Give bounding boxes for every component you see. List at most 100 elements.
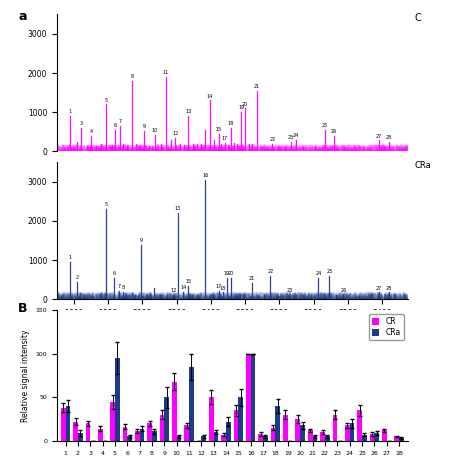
Bar	[263, 437, 268, 441]
Bar	[135, 431, 140, 441]
Bar	[184, 425, 189, 441]
Text: 25: 25	[322, 123, 328, 128]
Text: a: a	[18, 10, 27, 23]
Bar	[123, 427, 128, 441]
Bar	[275, 406, 280, 441]
Bar	[234, 410, 238, 441]
Bar	[65, 406, 70, 441]
Text: 28: 28	[386, 135, 392, 140]
Bar	[209, 397, 214, 441]
Text: 11: 11	[163, 70, 169, 75]
Bar	[152, 431, 157, 441]
Text: 2: 2	[76, 275, 79, 280]
Text: B: B	[18, 302, 28, 315]
Bar	[399, 438, 404, 441]
Text: 15: 15	[216, 127, 222, 132]
Text: 8: 8	[121, 285, 124, 290]
Text: 21: 21	[248, 276, 255, 281]
Text: 14: 14	[181, 285, 187, 290]
Text: 12: 12	[172, 131, 178, 136]
Bar	[295, 419, 300, 441]
Bar	[221, 435, 226, 441]
Text: 12: 12	[170, 288, 176, 293]
Bar	[238, 397, 243, 441]
Text: 1: 1	[68, 255, 71, 260]
Bar	[61, 408, 65, 441]
Text: CRa: CRa	[415, 161, 431, 170]
Text: 27: 27	[375, 285, 382, 291]
Bar	[312, 437, 317, 441]
Bar	[300, 425, 305, 441]
Bar	[214, 432, 219, 441]
Bar	[258, 434, 263, 441]
Text: 8: 8	[130, 74, 133, 79]
Text: 23: 23	[288, 135, 294, 140]
Bar	[78, 433, 82, 441]
Text: 13: 13	[185, 109, 191, 114]
Text: 27: 27	[375, 134, 382, 139]
Bar	[226, 422, 231, 441]
Text: 17: 17	[216, 284, 222, 289]
Bar	[140, 428, 144, 441]
Text: 19: 19	[224, 271, 230, 276]
Bar	[147, 423, 152, 441]
Bar	[128, 437, 132, 441]
Text: 17: 17	[221, 136, 228, 141]
Text: 7: 7	[117, 284, 120, 289]
Bar	[246, 354, 251, 441]
Text: 26: 26	[340, 288, 346, 293]
Text: 20: 20	[242, 101, 248, 107]
Text: 21: 21	[254, 84, 260, 89]
Bar	[308, 430, 312, 441]
Bar	[325, 437, 329, 441]
Text: 19: 19	[238, 105, 245, 110]
Bar	[73, 422, 78, 441]
Text: 25: 25	[326, 269, 332, 274]
Bar	[110, 401, 115, 441]
Bar	[333, 415, 337, 441]
Bar	[374, 433, 379, 441]
Text: 4: 4	[90, 129, 92, 134]
Bar	[189, 367, 194, 441]
Bar	[172, 382, 177, 441]
Bar	[345, 425, 350, 441]
Text: 28: 28	[386, 285, 392, 291]
Bar	[320, 432, 325, 441]
Text: 6: 6	[113, 123, 117, 128]
Text: 13: 13	[174, 206, 181, 211]
Text: C: C	[415, 13, 421, 23]
Bar	[357, 410, 362, 441]
Text: 22: 22	[267, 269, 273, 274]
Text: 24: 24	[292, 133, 299, 138]
Text: 20: 20	[228, 271, 234, 276]
Bar	[251, 354, 255, 441]
Text: 18: 18	[228, 121, 234, 126]
Text: 24: 24	[315, 271, 321, 276]
Text: 9: 9	[139, 238, 143, 243]
Bar	[382, 430, 387, 441]
Bar	[98, 428, 102, 441]
Text: 5: 5	[105, 202, 108, 208]
Text: 22: 22	[269, 137, 275, 142]
Text: 1: 1	[69, 109, 72, 114]
Bar	[362, 435, 366, 441]
Text: 16: 16	[202, 173, 209, 178]
Text: 6: 6	[113, 271, 116, 276]
Text: 23: 23	[286, 288, 292, 293]
Text: 15: 15	[185, 279, 191, 284]
Text: 9: 9	[142, 124, 146, 129]
Text: 18: 18	[219, 285, 226, 291]
Text: 26: 26	[331, 129, 337, 134]
Text: 5: 5	[105, 98, 108, 102]
Bar	[160, 415, 164, 441]
Bar	[201, 437, 206, 441]
Legend: CR, CRa: CR, CRa	[369, 314, 404, 340]
Bar	[350, 423, 354, 441]
Text: 3: 3	[79, 121, 82, 126]
Text: 10: 10	[152, 128, 158, 133]
Y-axis label: Relative signal intensity: Relative signal intensity	[21, 329, 30, 422]
Bar	[370, 434, 374, 441]
Bar	[164, 397, 169, 441]
Bar	[283, 415, 288, 441]
Text: 14: 14	[207, 94, 213, 99]
